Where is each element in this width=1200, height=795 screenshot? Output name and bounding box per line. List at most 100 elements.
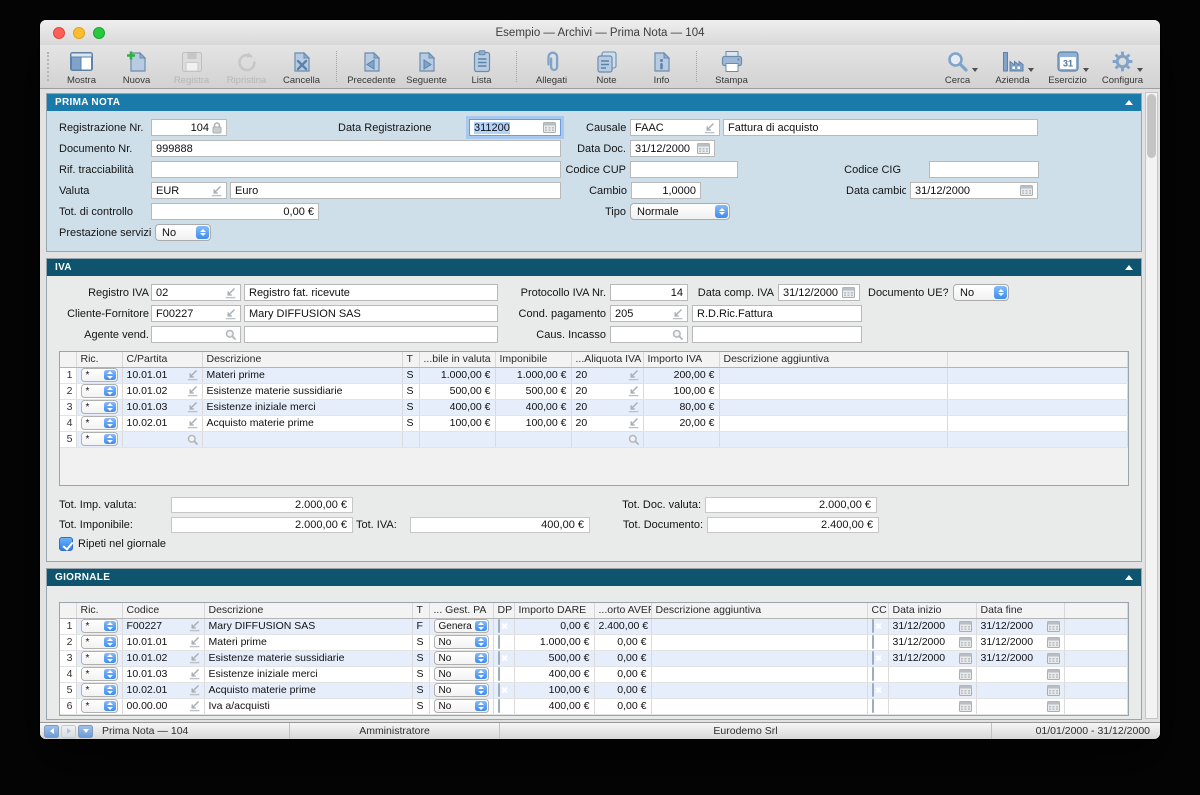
registro-iva-code-field[interactable]: 02 xyxy=(151,284,241,301)
cell-cc[interactable] xyxy=(867,650,888,666)
calendar-icon[interactable] xyxy=(959,669,972,680)
cell-importo-dare[interactable]: 400,00 € xyxy=(514,698,594,714)
cell-t[interactable]: S xyxy=(412,698,429,714)
cell-importo-iva[interactable]: 80,00 € xyxy=(643,399,719,415)
header-t[interactable]: T xyxy=(402,352,419,367)
tipo-select[interactable]: Normale xyxy=(630,203,730,220)
gest-pa-select[interactable]: No xyxy=(434,635,489,649)
goto-record-icon[interactable] xyxy=(189,668,200,680)
gest-pa-select[interactable]: No xyxy=(434,699,489,713)
cell-importo-avere[interactable]: 0,00 € xyxy=(594,666,651,682)
iva-table-row[interactable]: 5 * xyxy=(60,431,1128,447)
cell-desc-aggiuntiva[interactable] xyxy=(719,415,947,431)
header-importo-avere[interactable]: ...orto AVERE xyxy=(594,603,651,618)
header-data-inizio[interactable]: Data inizio xyxy=(888,603,976,618)
causale-code-field[interactable]: FAAC xyxy=(630,119,720,136)
cell-t[interactable]: S xyxy=(412,650,429,666)
cell-codice[interactable]: F00227 xyxy=(122,618,204,634)
iva-table-row[interactable]: 4 * 10.02.01 xyxy=(60,415,1128,431)
cond-pagamento-code-field[interactable]: 205 xyxy=(610,305,688,322)
cell-codice[interactable]: 00.00.00 xyxy=(122,698,204,714)
agente-vend-desc-field[interactable] xyxy=(244,326,498,343)
cell-conto[interactable]: 10.02.01 xyxy=(122,415,202,431)
cell-t[interactable]: S xyxy=(412,634,429,650)
ric-select[interactable]: * xyxy=(81,635,118,649)
calendar-icon[interactable] xyxy=(959,701,972,712)
calendar-icon[interactable] xyxy=(1020,185,1033,196)
ric-select[interactable]: * xyxy=(81,651,118,665)
cell-data-fine[interactable]: 31/12/2000 xyxy=(976,650,1064,666)
prestazione-servizi-select[interactable]: No xyxy=(155,224,211,241)
cell-codice[interactable]: 10.01.01 xyxy=(122,634,204,650)
cell-descrizione[interactable]: Mary DIFFUSION SAS xyxy=(204,618,412,634)
cell-importo-avere[interactable]: 0,00 € xyxy=(594,682,651,698)
header-aliquota[interactable]: ...Aliquota IVA xyxy=(571,352,643,367)
cell-dp[interactable] xyxy=(493,618,514,634)
cell-importo-dare[interactable]: 500,00 € xyxy=(514,650,594,666)
goto-record-icon[interactable] xyxy=(189,636,200,648)
toolbar-azienda-button[interactable]: Azienda xyxy=(985,46,1040,87)
cell-t[interactable] xyxy=(402,431,419,447)
goto-record-icon[interactable] xyxy=(225,308,236,320)
cell-data-fine[interactable]: 31/12/2000 xyxy=(976,634,1064,650)
caus-incasso-desc-field[interactable] xyxy=(692,326,862,343)
cell-aliquota[interactable]: 20 xyxy=(571,399,643,415)
cell-conto[interactable]: 10.01.03 xyxy=(122,399,202,415)
cell-importo-iva[interactable]: 200,00 € xyxy=(643,367,719,383)
toolbar-configura-button[interactable]: Configura xyxy=(1095,46,1150,87)
calendar-icon[interactable] xyxy=(959,621,972,632)
cell-imponibile[interactable]: 100,00 € xyxy=(495,415,571,431)
cell-desc-aggiuntiva[interactable] xyxy=(651,618,867,634)
scrollbar-thumb[interactable] xyxy=(1147,94,1156,158)
ric-select[interactable]: * xyxy=(81,699,118,713)
cell-desc-aggiuntiva[interactable] xyxy=(651,682,867,698)
toolbar-seguente-button[interactable]: Seguente xyxy=(399,46,454,87)
cell-descrizione[interactable]: Esistenze materie sussidiarie xyxy=(204,650,412,666)
cell-codice[interactable]: 10.01.03 xyxy=(122,666,204,682)
cell-data-inizio[interactable]: 31/12/2000 xyxy=(888,618,976,634)
toolbar-precedente-button[interactable]: Precedente xyxy=(344,46,399,87)
cell-importo-dare[interactable]: 400,00 € xyxy=(514,666,594,682)
calendar-icon[interactable] xyxy=(1047,621,1060,632)
goto-record-icon[interactable] xyxy=(189,620,200,632)
cell-descrizione[interactable]: Materi prime xyxy=(204,634,412,650)
cell-gest-pa[interactable]: No xyxy=(429,650,493,666)
data-doc-field[interactable]: 31/12/2000 xyxy=(630,140,715,157)
cell-importo-iva[interactable] xyxy=(643,431,719,447)
header-imp-valuta[interactable]: ...bile in valuta xyxy=(419,352,495,367)
cc-clear-button[interactable] xyxy=(872,635,874,649)
cell-data-fine[interactable] xyxy=(976,698,1064,714)
calendar-icon[interactable] xyxy=(697,143,710,154)
cell-data-fine[interactable] xyxy=(976,666,1064,682)
search-lookup-icon[interactable] xyxy=(187,434,198,445)
cell-cc[interactable] xyxy=(867,682,888,698)
header-conto[interactable]: C/Partita xyxy=(122,352,202,367)
dp-clear-button[interactable] xyxy=(498,635,500,649)
goto-record-icon[interactable] xyxy=(189,652,200,664)
cell-imp-valuta[interactable] xyxy=(419,431,495,447)
agente-vend-code-field[interactable] xyxy=(151,326,241,343)
cell-dp[interactable] xyxy=(493,634,514,650)
cell-t[interactable]: F xyxy=(412,618,429,634)
ripeti-giornale-checkbox[interactable] xyxy=(59,537,73,551)
ric-select[interactable]: * xyxy=(81,432,118,446)
cell-imp-valuta[interactable]: 1.000,00 € xyxy=(419,367,495,383)
record-menu-button[interactable] xyxy=(78,725,93,738)
cell-importo-dare[interactable]: 1.000,00 € xyxy=(514,634,594,650)
registro-iva-desc-field[interactable]: Registro fat. ricevute xyxy=(244,284,498,301)
goto-record-icon[interactable] xyxy=(225,287,236,299)
cell-ric[interactable]: * xyxy=(76,431,122,447)
header-importo-dare[interactable]: Importo DARE xyxy=(514,603,594,618)
header-desc-aggiuntiva[interactable]: Descrizione aggiuntiva xyxy=(651,603,867,618)
gest-pa-select[interactable]: Genera xyxy=(434,619,489,633)
cell-data-inizio[interactable]: 31/12/2000 xyxy=(888,650,976,666)
goto-record-icon[interactable] xyxy=(187,385,198,397)
cliente-desc-field[interactable]: Mary DIFFUSION SAS xyxy=(244,305,498,322)
data-registrazione-field[interactable]: 311200 xyxy=(469,119,561,136)
cell-ric[interactable]: * xyxy=(76,383,122,399)
cell-importo-avere[interactable]: 0,00 € xyxy=(594,634,651,650)
cell-descrizione[interactable]: Esistenze materie sussidiarie xyxy=(202,383,402,399)
cell-ric[interactable]: * xyxy=(76,618,122,634)
cc-clear-button[interactable] xyxy=(872,699,874,713)
header-data-fine[interactable]: Data fine xyxy=(976,603,1064,618)
